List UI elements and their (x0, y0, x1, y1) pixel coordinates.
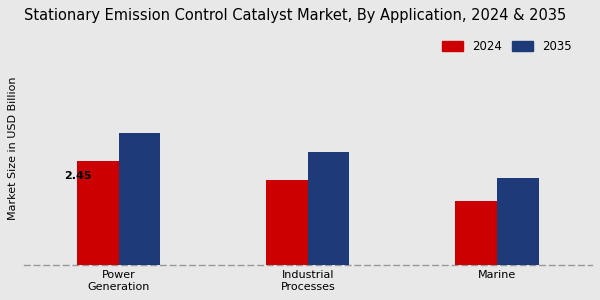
Legend: 2024, 2035: 2024, 2035 (439, 37, 574, 55)
Bar (497, 178, 539, 265)
Bar (119, 133, 160, 265)
Bar (308, 152, 349, 265)
Bar (455, 201, 497, 265)
Text: 2.45: 2.45 (64, 171, 91, 182)
Y-axis label: Market Size in USD Billion: Market Size in USD Billion (8, 76, 19, 220)
Bar (266, 180, 308, 265)
Text: Stationary Emission Control Catalyst Market, By Application, 2024 & 2035: Stationary Emission Control Catalyst Mar… (24, 8, 566, 23)
Bar (77, 161, 119, 265)
